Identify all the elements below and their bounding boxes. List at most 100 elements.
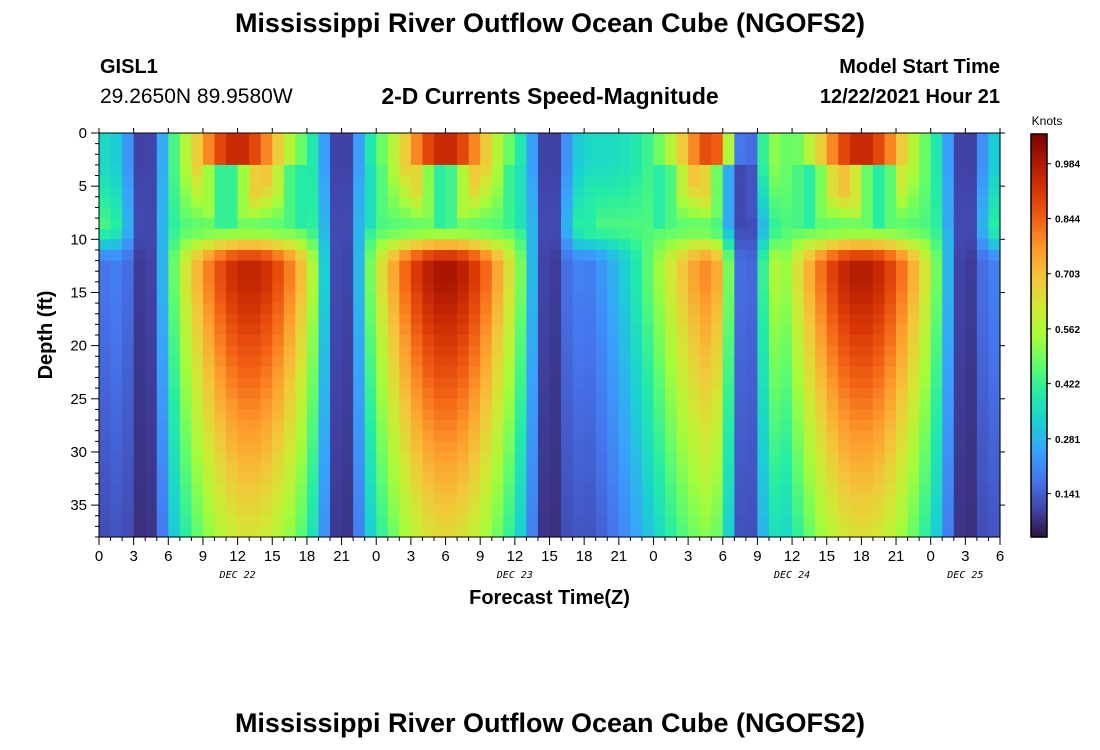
heatmap-cell [110, 505, 123, 517]
heatmap-cell [930, 133, 943, 145]
heatmap-cell [341, 483, 354, 496]
heatmap-cell [410, 196, 424, 209]
heatmap-cell [861, 430, 874, 442]
colorbar-segment [1031, 500, 1047, 505]
heatmap-cell [722, 388, 735, 400]
heatmap-cell [688, 345, 701, 357]
heatmap-cell [179, 228, 193, 240]
heatmap-cell [214, 143, 227, 155]
heatmap-cell [191, 239, 204, 251]
heatmap-cell [734, 526, 747, 538]
heatmap-cell [988, 451, 1001, 464]
heatmap-cell [330, 420, 343, 432]
colorbar-segment [1031, 268, 1047, 273]
heatmap-cell [884, 292, 897, 304]
heatmap-cell [341, 228, 354, 240]
heatmap-cell [930, 526, 943, 538]
heatmap-cell [330, 303, 343, 315]
heatmap-cell [387, 473, 400, 485]
heatmap-cell [572, 430, 585, 442]
heatmap-cell [595, 526, 608, 538]
heatmap-cell [445, 420, 458, 432]
heatmap-cell [145, 239, 158, 251]
x-tick-label: 15 [264, 548, 281, 565]
heatmap-cell [237, 143, 250, 155]
heatmap-cell [861, 324, 874, 336]
x-tick-label: 9 [753, 548, 761, 565]
heatmap-cell [826, 154, 839, 166]
heatmap-cell [480, 526, 493, 538]
heatmap-cell [399, 154, 412, 166]
heatmap-cell [711, 324, 724, 336]
heatmap-cell [780, 398, 793, 411]
heatmap-cell [745, 505, 759, 517]
heatmap-cell [156, 526, 169, 538]
heatmap-cell [699, 505, 712, 517]
heatmap-cell [422, 133, 435, 145]
colorbar-segment [1031, 372, 1047, 377]
heatmap-cell [676, 271, 689, 283]
heatmap-cell [930, 239, 943, 251]
heatmap-cell [861, 420, 874, 432]
heatmap-cell [722, 366, 735, 379]
heatmap-cell [537, 494, 551, 506]
heatmap-cell [410, 366, 424, 379]
heatmap-cell [711, 239, 724, 251]
heatmap-cell [584, 175, 597, 187]
heatmap-cell [514, 218, 527, 230]
heatmap-cell [156, 483, 169, 496]
heatmap-cell [988, 356, 1001, 368]
heatmap-cell [803, 175, 816, 187]
heatmap-cell [896, 313, 909, 325]
heatmap-cell [896, 420, 909, 432]
heatmap-cell [549, 313, 562, 325]
heatmap-cell [214, 239, 227, 251]
date-label: DEC 22 [219, 570, 256, 581]
heatmap-cell [110, 143, 123, 155]
heatmap-cell [734, 164, 747, 177]
heatmap-cell [237, 207, 250, 219]
heatmap-cell [861, 281, 874, 294]
heatmap-cell [168, 324, 181, 336]
heatmap-cell [757, 377, 770, 389]
heatmap-cell [561, 228, 574, 240]
heatmap-cell [364, 228, 377, 240]
heatmap-cell [260, 335, 273, 347]
heatmap-cell [688, 303, 701, 315]
heatmap-cell [976, 505, 990, 517]
heatmap-cell [757, 207, 770, 219]
heatmap-cell [249, 175, 262, 187]
heatmap-cell [584, 409, 597, 421]
heatmap-cell [699, 175, 712, 187]
heatmap-cell [549, 281, 562, 294]
heatmap-cell [145, 526, 158, 538]
heatmap-cell [757, 281, 770, 294]
heatmap-cell [665, 462, 678, 474]
heatmap-cell [422, 430, 435, 442]
heatmap-cell [179, 218, 193, 230]
heatmap-cell [480, 207, 493, 219]
heatmap-cell [618, 239, 631, 251]
heatmap-cell [399, 515, 412, 527]
heatmap-cell [295, 335, 308, 347]
heatmap-cell [191, 207, 204, 219]
model-start-label: Model Start Time [839, 56, 1000, 78]
heatmap-cell [826, 218, 839, 230]
heatmap-cells [99, 133, 1001, 538]
heatmap-cell [745, 303, 759, 315]
heatmap-cell [410, 218, 424, 230]
heatmap-cell [618, 505, 631, 517]
heatmap-cell [422, 483, 435, 496]
heatmap-cell [722, 207, 735, 219]
heatmap-cell [272, 133, 285, 145]
heatmap-cell [364, 377, 377, 389]
heatmap-cell [226, 430, 239, 442]
heatmap-cell [306, 473, 320, 485]
x-tick-label: 9 [476, 548, 484, 565]
heatmap-cell [376, 154, 389, 166]
heatmap-cell [861, 526, 874, 538]
heatmap-cell [295, 505, 308, 517]
heatmap-cell [537, 515, 551, 527]
heatmap-cell [410, 207, 424, 219]
colorbar-segment [1031, 278, 1047, 283]
